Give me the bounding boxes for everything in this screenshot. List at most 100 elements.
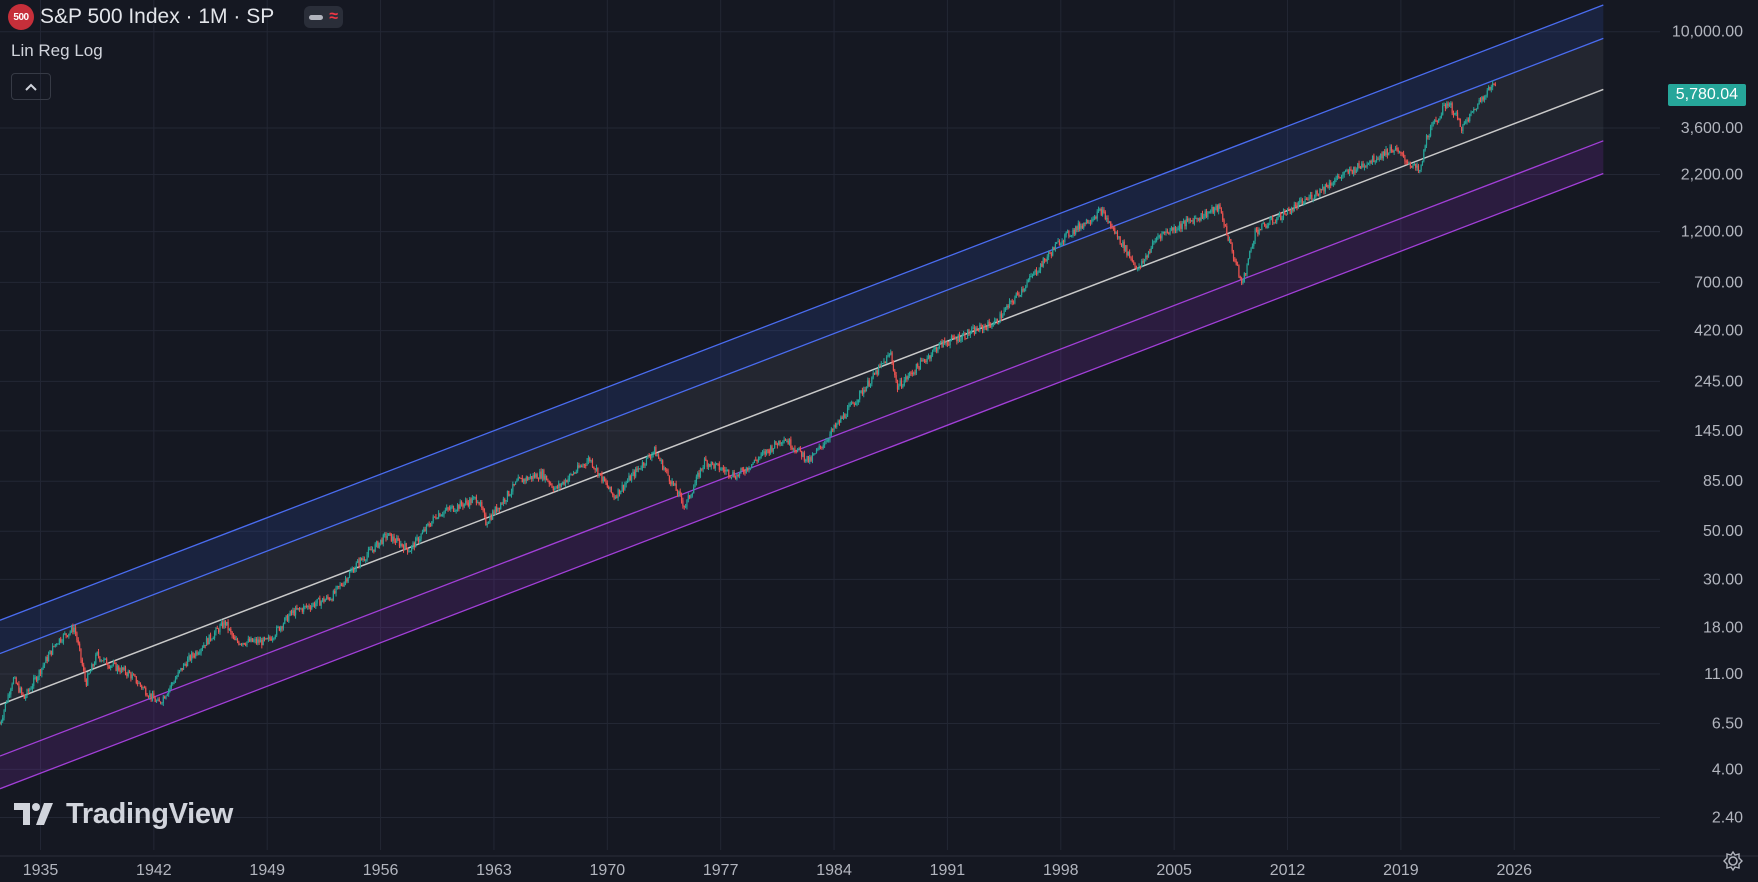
candle-body [1254, 229, 1256, 241]
candle-body [1481, 97, 1483, 102]
candle-body [265, 638, 267, 640]
candle-body [803, 452, 805, 461]
candle-body [251, 638, 253, 642]
candle-body [299, 608, 301, 610]
candle-body [398, 540, 401, 547]
candle-body [332, 590, 334, 601]
candle-body [996, 319, 998, 324]
candle-body [428, 524, 430, 526]
candle-body [3, 710, 5, 718]
chart-title[interactable]: S&P 500 Index · 1M · SP [40, 5, 275, 28]
candle-body [501, 503, 503, 505]
candle-body [1127, 251, 1129, 256]
candle-body [620, 490, 622, 495]
candle-body [849, 404, 851, 406]
candle-body [366, 554, 368, 560]
candle-body [1042, 258, 1044, 267]
gear-icon[interactable] [1722, 850, 1744, 872]
candle-body [482, 508, 484, 511]
candle-body [462, 504, 464, 507]
y-tick-label: 18.00 [1703, 620, 1743, 637]
indicator-label[interactable]: Lin Reg Log [11, 41, 103, 60]
candle-body [160, 701, 162, 704]
candle-body [6, 702, 8, 704]
candle-body [671, 481, 673, 485]
candle-body [894, 370, 896, 376]
candle-body [921, 360, 923, 362]
candle-body [215, 628, 217, 633]
candle-body [794, 448, 796, 451]
candle-body [632, 471, 634, 475]
candle-body [772, 448, 774, 452]
candle-body [913, 372, 915, 375]
candle-body [663, 468, 665, 470]
candle-body [550, 483, 552, 485]
candle-body [373, 549, 375, 552]
y-tick-label: 50.00 [1703, 523, 1743, 540]
candle-body [786, 440, 788, 442]
candle-body [1106, 218, 1108, 220]
candle-body [888, 354, 890, 356]
candle-body [1351, 170, 1353, 174]
candle-body [998, 322, 1000, 324]
minus-icon[interactable] [309, 14, 324, 20]
candle-body [1142, 261, 1144, 263]
candle-body [236, 639, 239, 642]
candle-body [1180, 223, 1182, 229]
approx-wave-icon[interactable]: ≈ [329, 8, 339, 25]
tradingview-logo[interactable]: TradingView [14, 798, 233, 831]
candle-body [702, 467, 704, 470]
candle-body [147, 696, 150, 698]
candle-body [937, 348, 939, 352]
candle-body [1425, 135, 1428, 146]
candle-body [1324, 184, 1326, 192]
candle-body [907, 376, 909, 380]
candle-body [1354, 167, 1356, 173]
candle-body [1091, 219, 1093, 223]
candle-body [99, 656, 101, 661]
candle-body [419, 538, 421, 542]
candle-body [568, 474, 571, 479]
candle-body [802, 452, 804, 457]
candle-body [825, 440, 827, 445]
candle-body [1246, 264, 1248, 275]
candle-body [559, 483, 561, 487]
candle-body [1064, 234, 1066, 242]
candle-body [112, 662, 114, 666]
candle-body [1168, 232, 1170, 234]
candle-body [1192, 220, 1194, 224]
candle-body [317, 598, 320, 600]
candle-body [1322, 186, 1324, 191]
candle-body [834, 425, 836, 427]
candle-body [826, 440, 828, 442]
candle-body [682, 500, 684, 506]
candle-body [1162, 231, 1164, 233]
candle-body [253, 640, 255, 642]
candle-body [1041, 263, 1043, 267]
collapse-button[interactable] [11, 73, 51, 100]
candle-body [137, 683, 139, 685]
candle-body [691, 493, 693, 496]
candle-body [641, 462, 644, 469]
candle-body [926, 358, 928, 362]
candle-body [991, 325, 993, 328]
candle-body [46, 657, 48, 662]
candle-body [844, 414, 846, 418]
candle-body [404, 543, 406, 551]
candle-body [1305, 199, 1308, 201]
candle-body [180, 668, 182, 671]
candle-body [42, 665, 44, 668]
candle-body [1389, 146, 1391, 153]
candle-body [925, 360, 927, 362]
candle-body [328, 597, 330, 600]
candle-body [1176, 229, 1178, 231]
candle-body [846, 408, 849, 417]
candle-body [1104, 212, 1106, 220]
candle-body [1145, 255, 1147, 260]
candle-body [1076, 226, 1078, 230]
header-toggle-group[interactable]: ≈ [304, 6, 344, 28]
candle-body [624, 484, 626, 490]
candle-body [806, 455, 808, 461]
candle-body [528, 477, 530, 480]
